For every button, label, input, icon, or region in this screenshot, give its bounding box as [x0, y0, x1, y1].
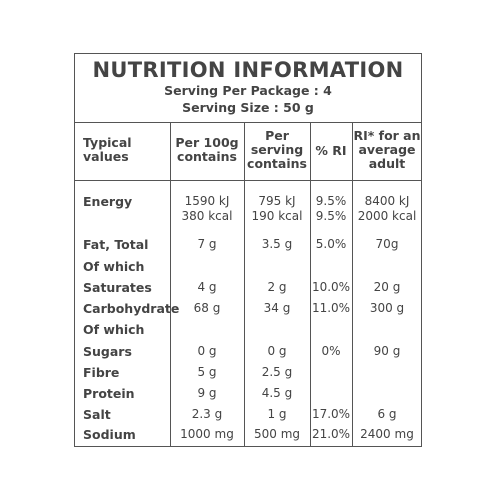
panel-title: NUTRITION INFORMATION [92, 58, 404, 82]
percent-ri-value: 0% [321, 344, 341, 358]
per-serving-value: 0 g [267, 344, 287, 358]
per-serving-value: 4.5 g [261, 386, 293, 400]
per-serving-value: 34 g [263, 301, 291, 315]
per-100g-value: 9 g [197, 386, 217, 400]
nutrient-label: Of which [83, 259, 145, 274]
per-serving-value: 500 mg [253, 427, 301, 441]
header-typical-values: Typical values [83, 136, 132, 164]
nutrient-label: Fat, Total [83, 237, 149, 252]
header-line: contains [177, 149, 237, 164]
per-100g-value: 7 g [197, 237, 217, 251]
percent-ri-value: 9.5% [315, 194, 347, 208]
nutrient-label: Salt [83, 407, 111, 422]
panel-header: NUTRITION INFORMATION Serving Per Packag… [75, 54, 421, 124]
nutrition-row: Of which [75, 322, 421, 342]
header-line: Per [265, 128, 289, 143]
nutrient-label: Energy [83, 194, 133, 209]
header-line: serving [250, 142, 304, 157]
nutrient-label: Of which [83, 322, 145, 337]
percent-ri-value: 10.0% [311, 280, 351, 294]
nutrition-row: Sodium 1000 mg 500 mg 21.0% 2400 mg [75, 427, 421, 447]
nutrition-row: Energy 1590 kJ 795 kJ 9.5% 8400 kJ [75, 194, 421, 214]
ri-adult-value: 90 g [373, 344, 401, 358]
nutrient-label: Fibre [83, 365, 120, 380]
column-divider [244, 123, 245, 446]
nutrient-label: Protein [83, 386, 135, 401]
per-serving-value: 2.5 g [261, 365, 293, 379]
nutrition-row: Salt 2.3 g 1 g 17.0% 6 g [75, 407, 421, 427]
column-header-divider [75, 180, 421, 181]
column-divider [352, 123, 353, 446]
per-100g-value: 68 g [193, 301, 221, 315]
percent-ri-value: 17.0% [311, 407, 351, 421]
per-100g-value: 5 g [197, 365, 217, 379]
nutrition-row: 380 kcal 190 kcal 9.5% 2000 kcal [75, 209, 421, 229]
nutrition-row: Fibre 5 g 2.5 g [75, 365, 421, 385]
per-serving-value: 2 g [267, 280, 287, 294]
per-100g-value: 1000 mg [180, 427, 234, 441]
header-percent-ri: % RI [310, 144, 352, 158]
header-per-serving: Per serving contains [244, 129, 310, 171]
per-serving-value: 1 g [267, 407, 287, 421]
ri-adult-value: 8400 kJ [364, 194, 410, 208]
nutrition-row: Of which [75, 259, 421, 279]
header-line: average [358, 142, 416, 157]
nutrient-label: Sodium [83, 427, 136, 442]
header-line: Typical [83, 135, 132, 150]
header-ri-adult: RI* for an average adult [352, 129, 422, 171]
nutrient-label: Carbohydrate [83, 301, 180, 316]
header-line: % RI [315, 143, 347, 158]
nutrition-row: Protein 9 g 4.5 g [75, 386, 421, 406]
per-100g-value: 1590 kJ [184, 194, 230, 208]
per-serving-value: 795 kJ [258, 194, 296, 208]
serving-size: Serving Size : 50 g [182, 100, 314, 115]
nutrition-row: Saturates 4 g 2 g 10.0% 20 g [75, 280, 421, 300]
header-line: adult [368, 156, 406, 171]
header-line: contains [247, 156, 307, 171]
per-serving-value: 190 kcal [251, 209, 303, 223]
header-line: values [83, 149, 129, 164]
ri-adult-value: 70g [375, 237, 399, 251]
percent-ri-value: 5.0% [315, 237, 347, 251]
per-serving-value: 3.5 g [261, 237, 293, 251]
nutrition-row: Fat, Total 7 g 3.5 g 5.0% 70g [75, 237, 421, 257]
per-100g-value: 380 kcal [181, 209, 233, 223]
ri-adult-value: 20 g [373, 280, 401, 294]
nutrition-row: Carbohydrate 68 g 34 g 11.0% 300 g [75, 301, 421, 321]
nutrient-label: Sugars [83, 344, 132, 359]
header-per-100g: Per 100g contains [170, 136, 244, 164]
ri-adult-value: 2400 mg [360, 427, 414, 441]
header-line: Per 100g [175, 135, 239, 150]
percent-ri-value: 21.0% [311, 427, 351, 441]
header-divider [75, 122, 421, 123]
ri-adult-value: 300 g [369, 301, 405, 315]
column-divider [310, 123, 311, 446]
percent-ri-value: 11.0% [311, 301, 351, 315]
nutrition-row: Sugars 0 g 0 g 0% 90 g [75, 344, 421, 364]
serving-per-package: Serving Per Package : 4 [164, 83, 332, 98]
per-100g-value: 0 g [197, 344, 217, 358]
column-divider [170, 123, 171, 446]
nutrition-panel: NUTRITION INFORMATION Serving Per Packag… [74, 53, 422, 447]
ri-adult-value: 2000 kcal [357, 209, 417, 223]
nutrient-label: Saturates [83, 280, 152, 295]
header-line: RI* for an [353, 128, 421, 143]
per-100g-value: 4 g [197, 280, 217, 294]
per-100g-value: 2.3 g [191, 407, 223, 421]
ri-adult-value: 6 g [377, 407, 397, 421]
percent-ri-value: 9.5% [315, 209, 347, 223]
